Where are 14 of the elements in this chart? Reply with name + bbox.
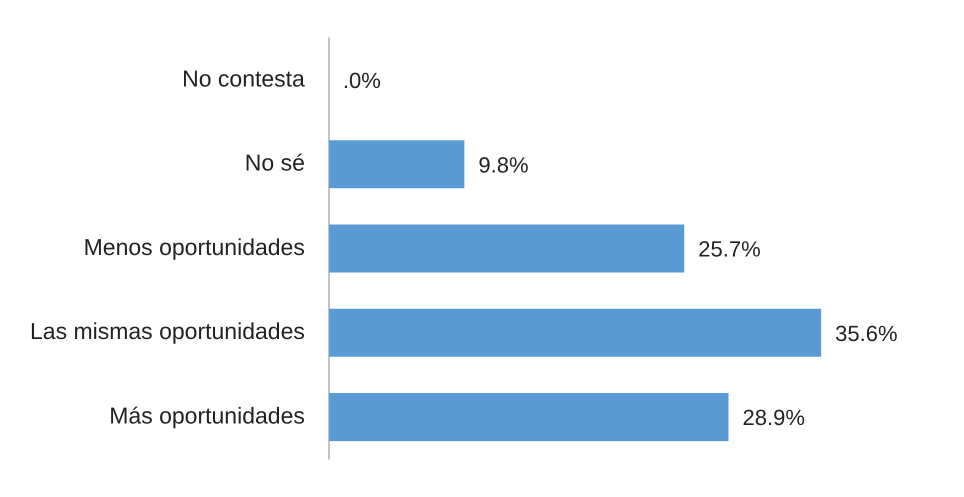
y-tick-label: Las mismas oportunidades bbox=[30, 318, 305, 344]
data-label: 28.9% bbox=[742, 405, 805, 430]
data-label: .0% bbox=[342, 68, 381, 94]
bar bbox=[328, 393, 729, 442]
data-label: 35.6% bbox=[835, 320, 898, 346]
bar bbox=[328, 308, 822, 357]
y-tick-label: Menos oportunidades bbox=[84, 234, 305, 260]
bar bbox=[328, 224, 684, 273]
y-tick-label: No sé bbox=[244, 150, 305, 176]
bar bbox=[328, 140, 464, 188]
data-label: 25.7% bbox=[698, 236, 761, 262]
data-label: 9.8% bbox=[478, 152, 529, 178]
y-tick-label: Más oportunidades bbox=[109, 402, 305, 428]
y-tick-label: No contesta bbox=[182, 65, 306, 92]
